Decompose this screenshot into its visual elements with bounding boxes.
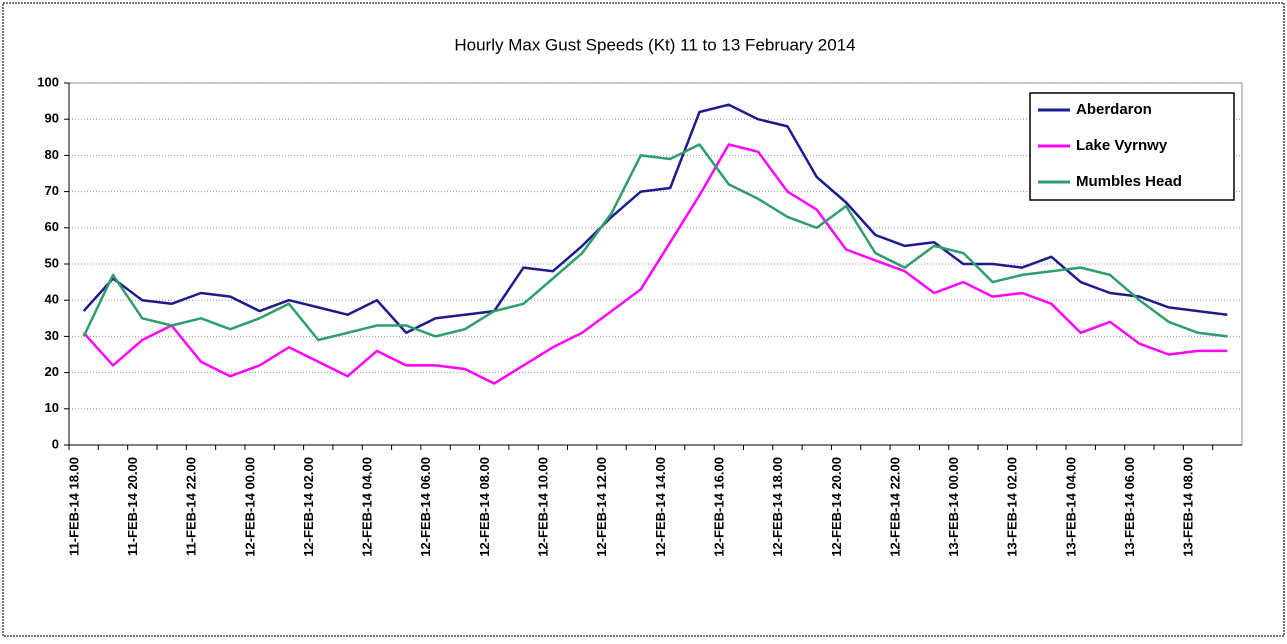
x-tick-label: 13-FEB-14 02.00 — [1005, 457, 1020, 557]
x-tick-label: 12-FEB-14 20.00 — [829, 457, 844, 557]
y-tick-label: 80 — [45, 147, 59, 162]
y-tick-label: 0 — [52, 436, 59, 451]
x-tick-label: 11-FEB-14 20.00 — [125, 457, 140, 556]
x-tick-label: 12-FEB-14 08.00 — [477, 457, 492, 557]
x-tick-label: 12-FEB-14 12.00 — [594, 457, 609, 557]
legend-label: Aberdaron — [1076, 101, 1152, 118]
x-tick-label: 11-FEB-14 22.00 — [184, 457, 199, 556]
x-tick-label: 12-FEB-14 16.00 — [711, 457, 726, 557]
y-tick-label: 60 — [45, 219, 59, 234]
chart-title: Hourly Max Gust Speeds (Kt) 11 to 13 Feb… — [454, 35, 855, 54]
x-tick-label: 12-FEB-14 06.00 — [418, 457, 433, 557]
y-tick-label: 30 — [45, 328, 59, 343]
x-tick-label: 12-FEB-14 10.00 — [536, 457, 551, 557]
series-line — [82, 143, 1228, 342]
x-tick-label: 12-FEB-14 22.00 — [887, 457, 902, 557]
x-tick-label: 12-FEB-14 02.00 — [301, 457, 316, 557]
x-tick-label: 12-FEB-14 04.00 — [360, 457, 375, 557]
y-tick-label: 100 — [37, 74, 59, 89]
series-line — [82, 143, 1228, 385]
y-tick-label: 10 — [45, 400, 59, 415]
x-tick-label: 13-FEB-14 00.00 — [946, 457, 961, 557]
x-tick-label: 13-FEB-14 06.00 — [1122, 457, 1137, 557]
x-tick-label: 12-FEB-14 14.00 — [653, 457, 668, 557]
x-tick-label: 12-FEB-14 18.00 — [770, 457, 785, 557]
y-tick-label: 90 — [45, 111, 59, 126]
series-line — [82, 103, 1228, 335]
y-tick-label: 20 — [45, 364, 59, 379]
y-tick-label: 50 — [45, 255, 59, 270]
y-tick-label: 40 — [45, 292, 59, 307]
x-tick-label: 13-FEB-14 08.00 — [1181, 457, 1196, 557]
legend-label: Mumbles Head — [1076, 173, 1182, 190]
x-tick-label: 11-FEB-14 18.00 — [66, 457, 81, 556]
x-tick-label: 12-FEB-14 00.00 — [242, 457, 257, 557]
legend-label: Lake Vyrnwy — [1076, 137, 1168, 154]
x-tick-label: 13-FEB-14 04.00 — [1063, 457, 1078, 557]
y-tick-label: 70 — [45, 183, 59, 198]
